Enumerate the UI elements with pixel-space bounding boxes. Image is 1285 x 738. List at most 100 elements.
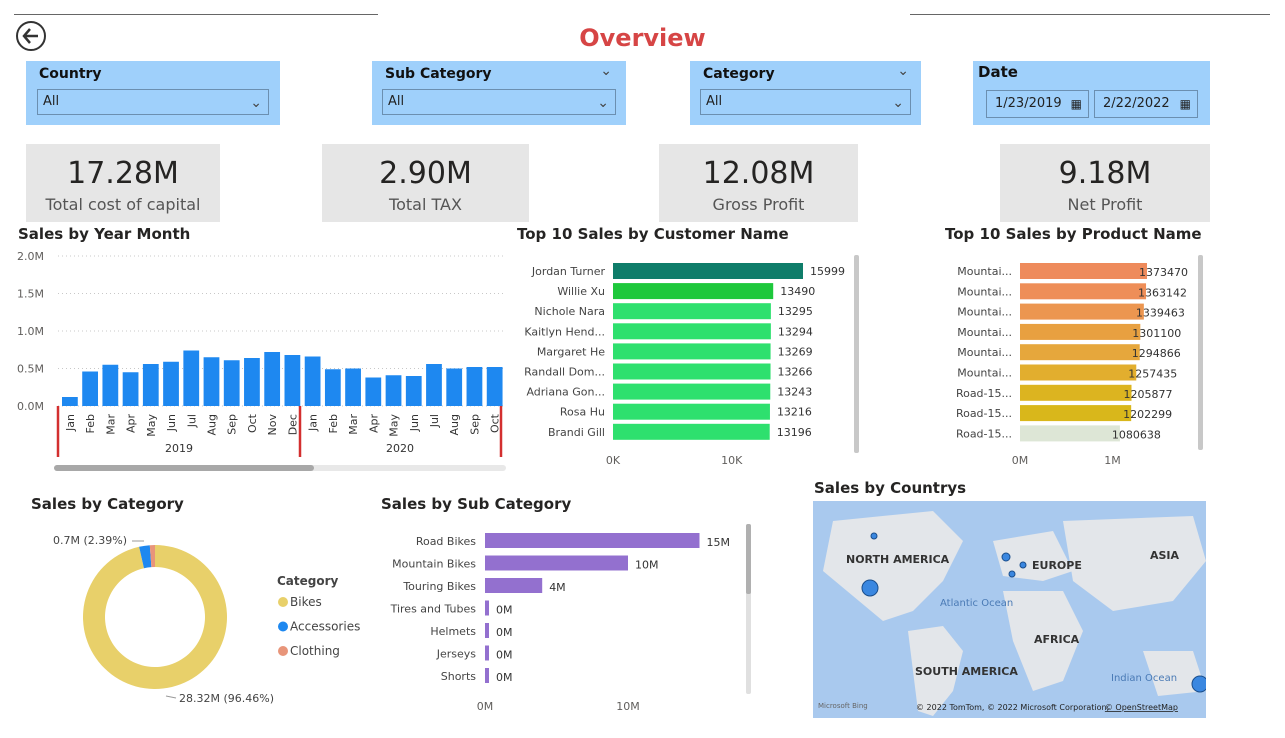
map-label: Atlantic Ocean [940, 598, 1013, 609]
bar[interactable] [1020, 405, 1132, 422]
chevron-down-icon[interactable]: ⌄ [897, 63, 909, 79]
date-start-value: 1/23/2019 [995, 96, 1062, 111]
legend-label[interactable]: Clothing [290, 644, 340, 658]
chevron-down-icon[interactable]: ⌄ [600, 63, 612, 79]
map-sales-by-country[interactable]: NORTH AMERICA EUROPE ASIA AFRICA SOUTH A… [813, 501, 1206, 718]
bar[interactable] [485, 645, 489, 661]
bar[interactable] [324, 369, 341, 406]
bar[interactable] [485, 623, 489, 638]
category-label: Mountai... [957, 367, 1012, 380]
bar[interactable] [1020, 384, 1132, 401]
bar[interactable] [1020, 323, 1141, 340]
category-dropdown-value: All [706, 94, 723, 109]
bar[interactable] [62, 397, 78, 406]
x-tick-label: Sep [468, 414, 481, 435]
bar[interactable] [365, 377, 382, 407]
data-label: 0M [496, 604, 513, 617]
bar[interactable] [244, 358, 260, 406]
category-label: Brandi Gill [548, 426, 605, 439]
map-label: Indian Ocean [1111, 673, 1177, 684]
kpi-card-total-tax: 2.90M Total TAX [322, 144, 529, 222]
map-label: EUROPE [1032, 559, 1082, 572]
bar[interactable] [1020, 344, 1140, 361]
legend-label[interactable]: Bikes [290, 595, 322, 609]
category-label: Road Bikes [416, 535, 476, 548]
bar[interactable] [385, 375, 402, 406]
map-bubble[interactable] [1008, 570, 1016, 578]
bar[interactable] [1020, 303, 1144, 320]
bar[interactable] [142, 364, 159, 406]
calendar-icon[interactable]: ▦ [1179, 97, 1191, 111]
legend-label[interactable]: Accessories [290, 620, 360, 634]
bar[interactable] [485, 555, 628, 571]
scrollbar[interactable] [854, 255, 859, 453]
bar[interactable] [1020, 364, 1137, 381]
kpi-card-gross-profit: 12.08M Gross Profit [659, 144, 858, 222]
date-end-input[interactable]: 2/22/2022 ▦ [1094, 90, 1198, 118]
map-bubble[interactable] [861, 579, 879, 597]
x-tick-label: Aug [205, 414, 218, 435]
bar[interactable] [613, 423, 770, 440]
bar[interactable] [405, 376, 422, 406]
bar[interactable] [613, 303, 771, 320]
scrollbar[interactable] [1198, 255, 1203, 450]
bar[interactable] [613, 403, 770, 420]
map-osm-link[interactable]: © OpenStreetMap [1105, 703, 1178, 712]
bar[interactable] [163, 361, 179, 406]
map-land-europe [993, 531, 1073, 581]
bar[interactable] [102, 364, 119, 406]
bar[interactable] [485, 600, 489, 616]
bar[interactable] [485, 533, 700, 548]
scrollbar-thumb[interactable] [746, 524, 751, 594]
bar[interactable] [613, 283, 774, 300]
legend-marker[interactable] [278, 646, 288, 656]
bar[interactable] [613, 263, 803, 279]
bar[interactable] [1020, 283, 1147, 300]
legend-marker[interactable] [278, 621, 288, 632]
bar[interactable] [613, 363, 771, 380]
category-label: Randall Dom... [524, 366, 605, 379]
sub-category-dropdown[interactable]: All ⌄ [382, 89, 616, 115]
bar[interactable] [345, 368, 361, 407]
bar[interactable] [613, 383, 771, 400]
category-label: Jerseys [436, 648, 477, 661]
donut-slice[interactable] [139, 545, 152, 569]
map-land-north-america [823, 511, 963, 621]
map-bubble[interactable] [1191, 675, 1206, 693]
bar[interactable] [264, 352, 281, 406]
bar[interactable] [426, 364, 442, 406]
bar[interactable] [223, 360, 240, 406]
scrollbar-thumb[interactable] [54, 465, 314, 471]
x-tick-label: 1M [1104, 454, 1121, 467]
category-dropdown[interactable]: All ⌄ [700, 89, 911, 115]
category-label: Mountai... [957, 265, 1012, 278]
bar[interactable] [1020, 425, 1120, 442]
calendar-icon[interactable]: ▦ [1070, 97, 1082, 111]
donut-slice[interactable] [83, 545, 228, 689]
map-bubble[interactable] [1001, 552, 1011, 562]
bar[interactable] [203, 357, 220, 406]
back-button[interactable] [16, 21, 46, 51]
bar[interactable] [486, 367, 503, 406]
bar[interactable] [613, 343, 771, 360]
map-bubble[interactable] [870, 532, 878, 540]
kpi-label: Total cost of capital [45, 195, 201, 214]
bar[interactable] [446, 368, 463, 407]
bar[interactable] [82, 371, 99, 407]
bar[interactable] [485, 668, 489, 683]
bar[interactable] [304, 356, 321, 407]
bar[interactable] [284, 355, 301, 406]
country-dropdown-value: All [43, 94, 60, 109]
bar[interactable] [466, 367, 483, 406]
bar[interactable] [485, 578, 543, 593]
bar[interactable] [122, 372, 139, 406]
bar[interactable] [613, 323, 771, 340]
date-start-input[interactable]: 1/23/2019 ▦ [986, 90, 1089, 118]
map-bubble[interactable] [1019, 561, 1027, 569]
donut-slice[interactable] [149, 545, 155, 568]
bar[interactable] [1020, 263, 1147, 279]
legend-marker[interactable] [278, 597, 288, 607]
country-dropdown[interactable]: All ⌄ [37, 89, 269, 115]
bar[interactable] [183, 350, 200, 407]
data-label: 4M [549, 581, 566, 594]
